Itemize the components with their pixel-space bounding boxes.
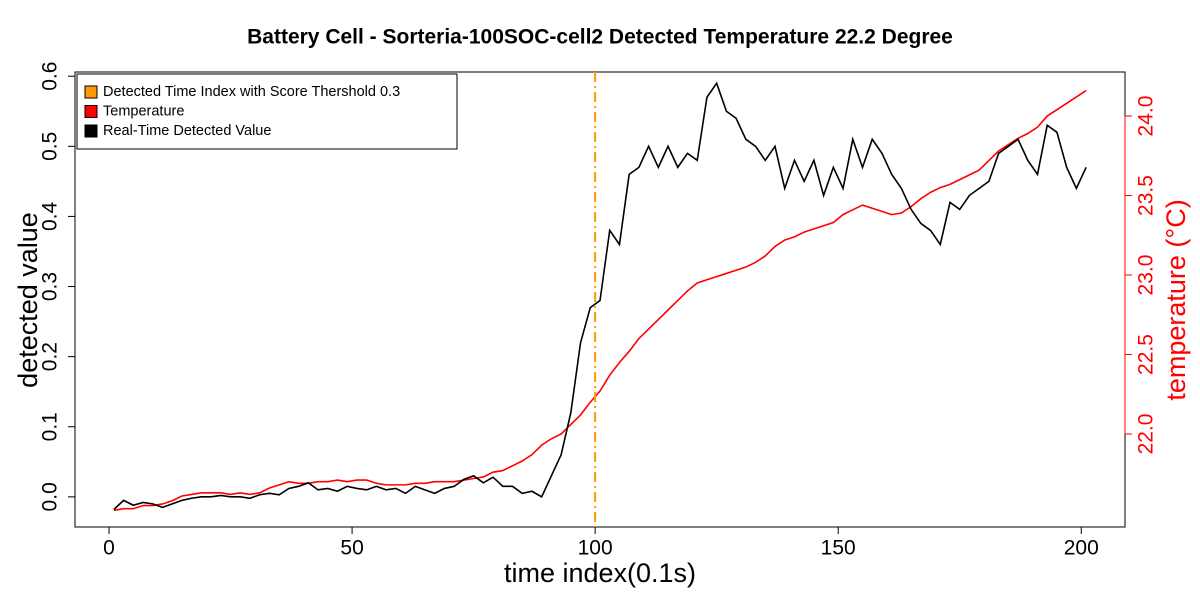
legend-swatch — [84, 124, 98, 138]
x-tick-label: 0 — [103, 537, 115, 560]
y2-tick-label: 23.5 — [1135, 175, 1158, 216]
data-line — [113, 89, 1087, 512]
y2-tick-label: 22.5 — [1135, 334, 1158, 375]
x-tick-label: 200 — [1064, 537, 1099, 560]
chart-title: Battery Cell - Sorteria-100SOC-cell2 Det… — [247, 26, 953, 49]
y2-tick-label: 22.0 — [1135, 414, 1158, 455]
legend-label: Temperature — [103, 103, 184, 119]
y2-axis-label: temperature (°C) — [1161, 199, 1191, 400]
x-tick-label: 100 — [578, 537, 613, 560]
y-tick-label: 0.2 — [39, 342, 62, 371]
y-tick-label: 0.3 — [39, 272, 62, 301]
y2-tick-label: 24.0 — [1135, 96, 1158, 137]
legend-swatch — [84, 85, 98, 99]
y-axis-label: detected value — [13, 212, 43, 388]
x-tick-label: 150 — [821, 537, 856, 560]
legend-box — [76, 73, 458, 150]
y-tick-label: 0.0 — [39, 482, 62, 511]
y-tick-label: 0.6 — [39, 62, 62, 91]
legend-label: Real-Time Detected Value — [103, 123, 271, 139]
y-tick-label: 0.4 — [39, 202, 62, 232]
legend-label: Detected Time Index with Score Thershold… — [103, 84, 400, 100]
data-line — [113, 81, 1087, 511]
x-axis-label: time index(0.1s) — [504, 558, 696, 588]
x-tick-label: 50 — [340, 537, 363, 560]
y-tick-label: 0.1 — [39, 412, 62, 441]
y-tick-label: 0.5 — [39, 132, 62, 161]
y2-tick-label: 23.0 — [1135, 255, 1158, 296]
legend-swatch — [84, 105, 98, 118]
